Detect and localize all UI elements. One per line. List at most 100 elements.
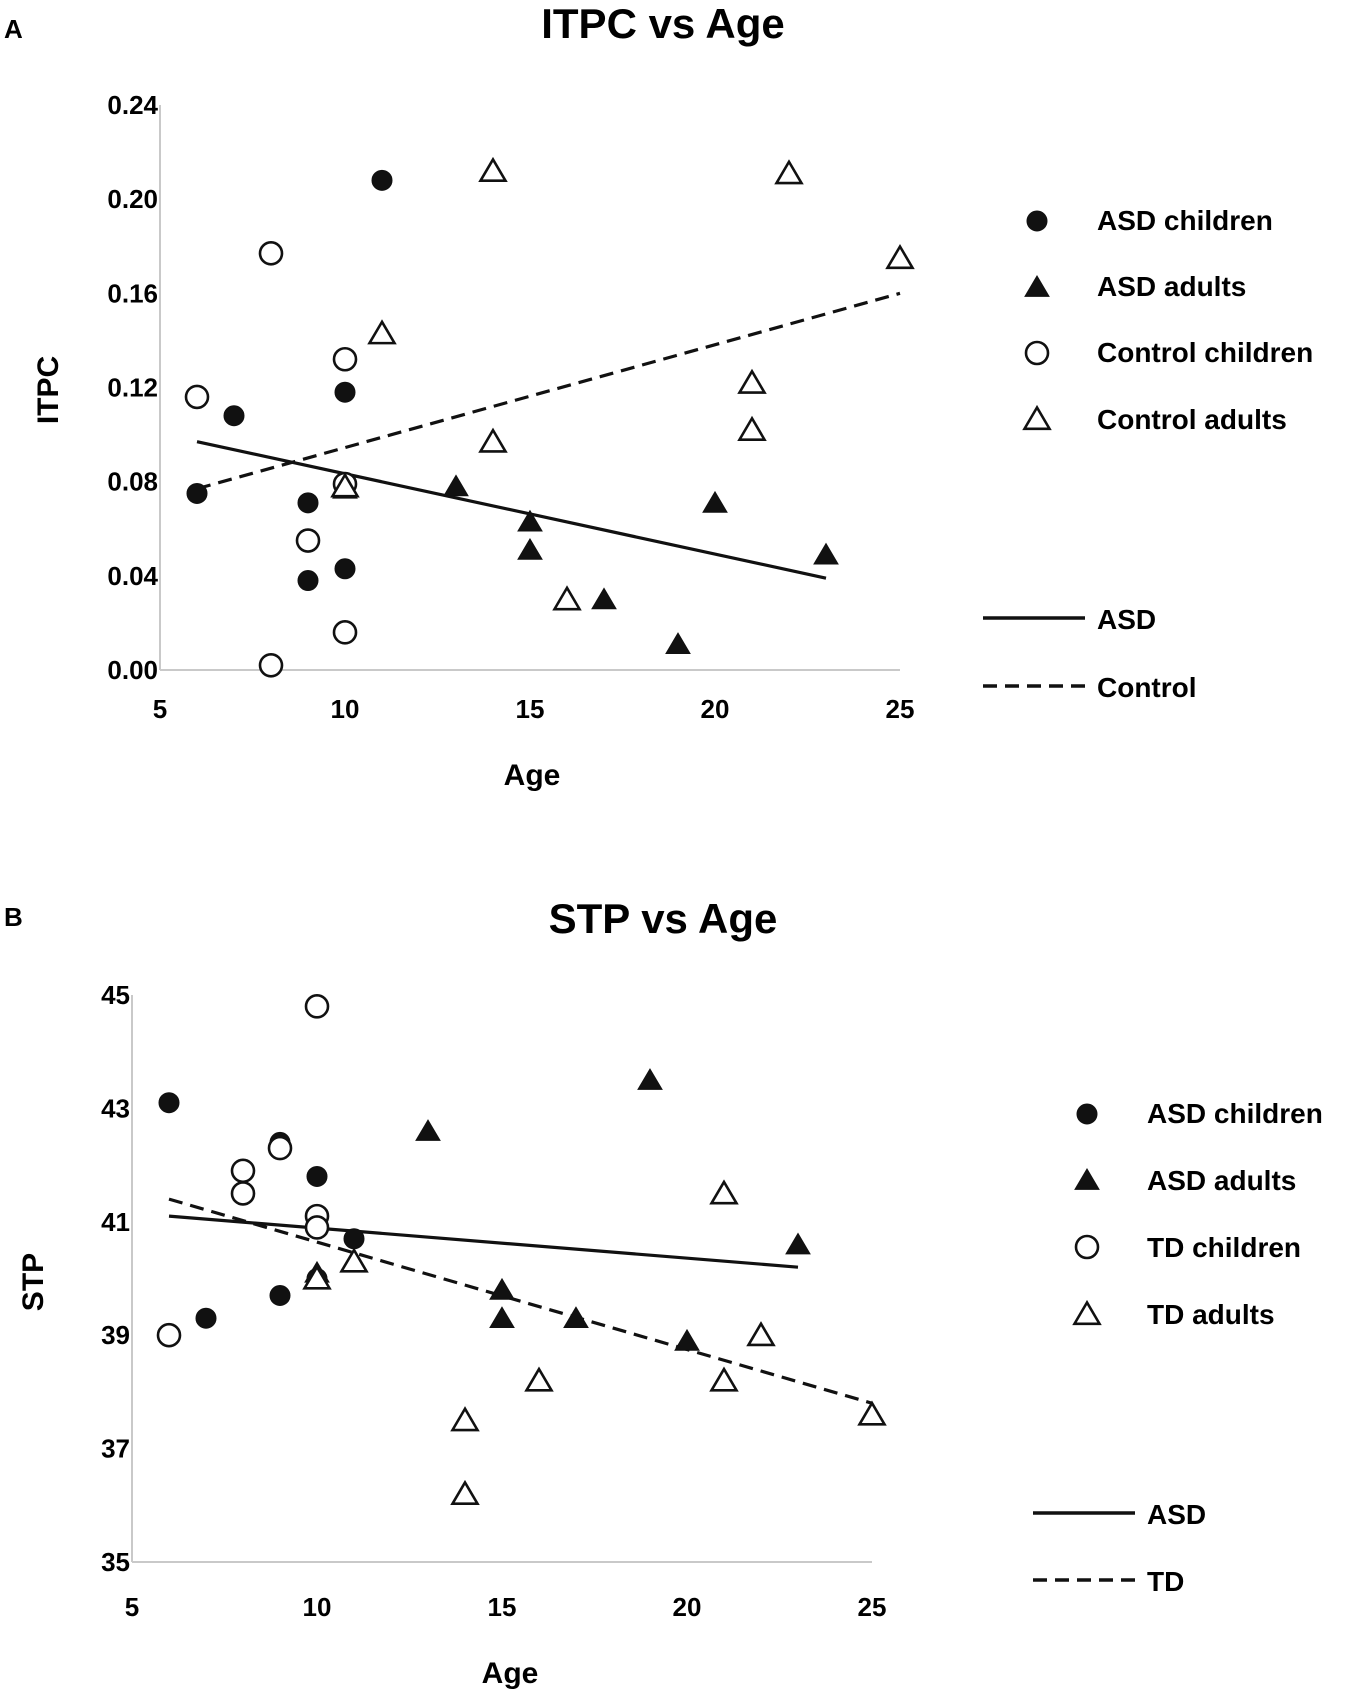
data-point-td-adults (302, 1264, 332, 1290)
trendline-td (168, 1197, 873, 1405)
data-point-asd-children (334, 381, 356, 403)
legend-label-asd-adults: ASD adults (1147, 1165, 1296, 1196)
data-point-td-adults (524, 1366, 554, 1392)
panel-b-xlabel: Age (482, 1657, 539, 1690)
data-point-control-adults (478, 427, 508, 453)
data-point-asd-children (343, 1228, 365, 1250)
y-tick-label: 39 (101, 1320, 130, 1350)
series-td-children (156, 994, 330, 1348)
panel-a-xlabel: Age (504, 759, 561, 792)
legend-label-td-line: TD (1147, 1566, 1184, 1597)
data-point-control-children (295, 528, 321, 553)
legend-label-asd-adults: ASD adults (1097, 271, 1246, 302)
data-point-asd-children (306, 1165, 328, 1187)
y-tick-label: 0.08 (107, 467, 158, 497)
data-point-asd-adults (443, 474, 469, 497)
panel-a-legend-symbols (983, 210, 1085, 688)
legend-label-control-line: Control (1097, 672, 1197, 703)
legend-label-asd-line: ASD (1147, 1499, 1206, 1530)
x-tick-label: 20 (701, 694, 730, 724)
data-point-control-children (332, 346, 358, 372)
x-tick-label: 20 (673, 1592, 702, 1622)
legend-marker-asd-adults (1024, 275, 1050, 297)
data-point-control-children (184, 384, 210, 410)
data-point-asd-adults (702, 490, 728, 513)
panel-b-label: B (4, 902, 23, 932)
x-tick-label: 5 (153, 694, 167, 724)
legend-marker-asd-adults (1074, 1168, 1100, 1190)
trendline-control (196, 291, 901, 491)
y-tick-label: 0.24 (107, 90, 158, 120)
y-tick-label: 0.04 (107, 561, 158, 591)
panel-b-legend: ASD children ASD adults TD children TD a… (1147, 1098, 1323, 1597)
data-point-control-adults (885, 243, 915, 270)
data-point-asd-adults (591, 587, 617, 610)
data-point-asd-adults (517, 537, 543, 560)
panel-b-plot: 35 37 39 41 43 45 5 10 15 20 25 (101, 980, 887, 1622)
panel-b-ylabel: STP (17, 1253, 50, 1311)
series-asd-children (186, 169, 393, 592)
y-tick-label: 0.20 (107, 184, 158, 214)
data-point-control-children (258, 241, 284, 266)
legend-label-control-adults: Control adults (1097, 404, 1287, 435)
data-point-asd-children (269, 1285, 291, 1307)
data-point-control-adults (774, 159, 804, 185)
data-point-asd-adults (563, 1306, 589, 1329)
data-point-asd-children (334, 558, 356, 580)
data-point-asd-children (371, 169, 393, 191)
panel-a-legend: ASD children ASD adults Control children… (1097, 205, 1313, 703)
data-point-control-adults (478, 156, 508, 182)
x-tick-label: 15 (516, 694, 545, 724)
data-point-control-adults (330, 472, 360, 498)
legend-label-td-adults: TD adults (1147, 1299, 1275, 1330)
legend-marker-asd-children (1076, 1103, 1098, 1125)
panel-a-plot: 0.00 0.04 0.08 0.12 0.16 0.20 0.24 5 10 15 20 25 (107, 90, 915, 724)
series-asd-adults (304, 1068, 811, 1351)
data-point-td-adults (857, 1400, 887, 1426)
data-point-control-adults (552, 585, 582, 611)
data-point-td-adults (709, 1179, 739, 1205)
trendline-asd (196, 440, 827, 580)
data-point-control-adults (367, 319, 397, 345)
y-tick-label: 0.12 (107, 373, 158, 403)
data-point-td-adults (746, 1321, 776, 1347)
series-td-adults (302, 1179, 887, 1506)
y-tick-label: 45 (101, 980, 130, 1010)
x-tick-label: 10 (303, 1592, 332, 1622)
legend-label-asd-children: ASD children (1147, 1098, 1323, 1129)
x-tick-label: 25 (858, 1592, 887, 1622)
legend-marker-td-children (1074, 1234, 1100, 1260)
data-point-td-children (304, 1215, 330, 1240)
data-point-control-children (332, 620, 358, 645)
data-point-asd-children (195, 1307, 217, 1329)
y-tick-label: 43 (101, 1093, 130, 1123)
data-point-td-adults (709, 1366, 739, 1392)
data-point-asd-children (158, 1092, 180, 1114)
legend-marker-asd-children (1026, 210, 1048, 232)
panel-a-title: ITPC vs Age (541, 0, 785, 47)
data-point-asd-children (297, 492, 319, 514)
series-control-children (184, 241, 358, 678)
data-point-control-adults (737, 368, 767, 394)
x-tick-label: 10 (331, 694, 360, 724)
data-point-td-children (230, 1158, 256, 1184)
panel-a-ylabel: ITPC (32, 356, 65, 424)
data-point-asd-adults (415, 1119, 441, 1141)
series-asd-children (158, 1092, 365, 1329)
data-point-asd-children (297, 570, 319, 592)
legend-label-asd-children: ASD children (1097, 205, 1273, 236)
data-point-td-adults (339, 1247, 369, 1273)
data-point-td-children (304, 994, 330, 1019)
data-point-asd-adults (489, 1277, 515, 1300)
trendline-asd (168, 1214, 799, 1269)
data-point-td-adults (450, 1406, 480, 1432)
panel-b-title: STP vs Age (549, 895, 778, 942)
legend-marker-control-children (1024, 340, 1050, 366)
legend-marker-td-adults (1072, 1299, 1102, 1326)
data-point-asd-adults (785, 1232, 811, 1255)
data-point-asd-adults (665, 632, 691, 654)
y-tick-label: 37 (101, 1434, 130, 1464)
legend-label-td-children: TD children (1147, 1232, 1301, 1263)
x-tick-label: 5 (125, 1592, 139, 1622)
y-tick-label: 0.00 (107, 655, 158, 685)
